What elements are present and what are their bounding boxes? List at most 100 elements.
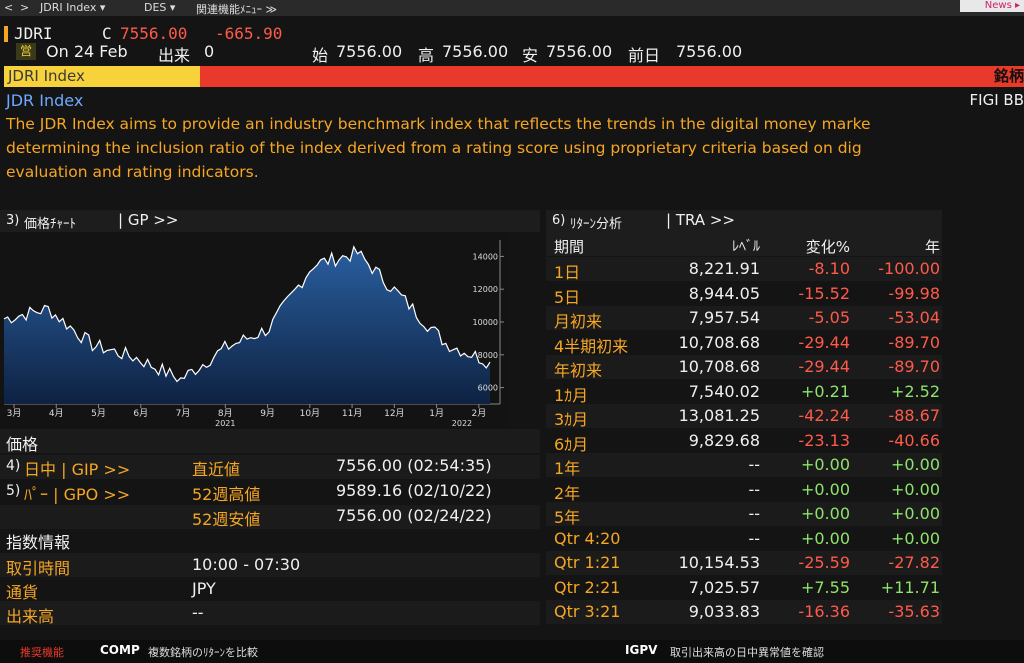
chart-series-line <box>3 245 491 383</box>
col-annual: 年 <box>924 238 940 256</box>
function-dropdown[interactable]: DES ▾ <box>144 1 176 14</box>
chart-x-tick-label: 1月 <box>429 408 444 419</box>
ticker-symbol: JDRI <box>14 24 53 43</box>
returns-annual: -40.66 <box>888 431 940 450</box>
chart-y-tick-label: 14000 <box>473 252 498 261</box>
chart-x-tick-label: 6月 <box>133 408 148 419</box>
returns-annual: -89.70 <box>888 357 940 376</box>
returns-row-band <box>546 306 942 330</box>
52wk-low-value: 7556.00 (02/24/22) <box>336 506 492 525</box>
currency-value: JPY <box>192 579 216 598</box>
returns-level: -- <box>748 504 760 523</box>
prev-close-value: 7556.00 <box>676 42 743 61</box>
returns-level: 13,081.25 <box>678 406 760 425</box>
open-value: 7556.00 <box>336 42 403 61</box>
52wk-high-label: 52週高値 <box>192 485 261 504</box>
security-dropdown[interactable]: JDRI Index ▾ <box>40 1 106 14</box>
chart-x-tick-label: 11月 <box>342 408 362 419</box>
last-price: 7556.00 <box>120 24 188 43</box>
comp-command[interactable]: COMP <box>100 643 140 657</box>
tra-link[interactable]: | TRA >> <box>666 211 735 229</box>
returns-period: Qtr 2:21 <box>554 578 621 597</box>
returns-change: +0.00 <box>800 455 850 474</box>
forward-button[interactable]: > <box>20 1 30 14</box>
52wk-low-label: 52週安値 <box>192 510 261 529</box>
low-label: 安 <box>522 46 539 65</box>
security-name[interactable]: JDRI Index <box>8 67 85 85</box>
high-value: 7556.00 <box>442 42 509 61</box>
returns-period: 5年 <box>554 508 581 527</box>
chart-x-tick-label: 8月 <box>218 408 233 419</box>
returns-header-band <box>546 210 942 256</box>
returns-row-band <box>546 453 942 477</box>
description-line-3: evaluation and rating indicators. <box>6 163 259 181</box>
prev-close-label: 前日 <box>628 46 661 65</box>
returns-period: 1年 <box>554 459 581 478</box>
comp-description[interactable]: 複数銘柄のﾘﾀｰﾝを比較 <box>148 646 258 659</box>
returns-row-band <box>546 551 942 575</box>
gp-link[interactable]: | GP >> <box>118 211 179 229</box>
returns-period: 6ｶ月 <box>554 435 589 454</box>
figi-label: FIGI BB <box>969 91 1024 109</box>
returns-period: 1日 <box>554 263 581 282</box>
returns-annual: -35.63 <box>888 602 940 621</box>
description-line-2: determining the inclusion ratio of the i… <box>6 139 862 157</box>
returns-level: 8,944.05 <box>688 284 760 303</box>
back-button[interactable]: < <box>4 1 14 14</box>
returns-period: Qtr 1:21 <box>554 553 621 572</box>
returns-period: 2年 <box>554 484 581 503</box>
returns-change: -16.36 <box>798 602 850 621</box>
volume-info-label: 出来高 <box>6 607 55 626</box>
chart-x-tick-label: 12月 <box>384 408 404 419</box>
chart-x-tick-label: 3月 <box>7 408 22 419</box>
returns-change: +0.00 <box>800 480 850 499</box>
returns-change: +0.21 <box>800 382 850 401</box>
par-gpo-link[interactable]: ﾊﾟｰ | GPO >> <box>24 485 131 504</box>
returns-annual: +0.00 <box>890 529 940 548</box>
price-chart[interactable]: 14000 12000 10000 8000 6000 3月 4月 5月 6月 7月 8月 9月 10月… <box>0 232 510 428</box>
returns-level: 8,221.91 <box>688 259 760 278</box>
chart-year-label: 2022 <box>452 419 472 428</box>
returns-row-band <box>546 404 942 428</box>
price-row-band-1 <box>0 455 540 479</box>
name-bar <box>200 66 1024 87</box>
currency-label: 通貨 <box>6 583 39 602</box>
chart-y-tick-label: 8000 <box>478 351 498 360</box>
open-label: 始 <box>312 46 329 65</box>
news-tab[interactable]: News ▸ <box>960 0 1024 12</box>
price-row-band-3 <box>0 505 540 529</box>
name-bar-highlight <box>4 66 200 87</box>
chart-y-tick-label: 12000 <box>473 285 498 294</box>
chart-x-tick-label: 10月 <box>300 408 320 419</box>
returns-period: Qtr 4:20 <box>554 529 621 548</box>
returns-level: -- <box>748 480 760 499</box>
igpv-description[interactable]: 取引出来高の日中異常値を確認 <box>670 646 824 659</box>
chart-section-number: 3) <box>6 213 20 228</box>
related-functions-menu[interactable]: 関連機能ﾒﾆｭｰ ≫ <box>196 3 278 16</box>
trading-hours-label: 取引時間 <box>6 559 71 578</box>
returns-level: 7,025.57 <box>688 578 760 597</box>
returns-period: 3ｶ月 <box>554 410 589 429</box>
returns-annual: -100.00 <box>878 259 940 278</box>
intraday-gip-link[interactable]: 日中 | GIP >> <box>24 460 131 479</box>
intraday-number: 4) <box>6 458 21 474</box>
net-change: -665.90 <box>215 24 283 43</box>
chart-y-tick-label: 6000 <box>478 384 498 393</box>
returns-change: +0.00 <box>800 504 850 523</box>
returns-change: -5.05 <box>808 308 850 327</box>
chart-x-tick-label: 5月 <box>91 408 106 419</box>
info-row-band-3 <box>0 601 540 625</box>
returns-level: 7,957.54 <box>688 308 760 327</box>
returns-annual: +0.00 <box>890 504 940 523</box>
igpv-command[interactable]: IGPV <box>625 643 658 657</box>
returns-period: 4半期初来 <box>554 337 629 356</box>
returns-period: 5日 <box>554 288 581 307</box>
chart-x-tick-label: 4月 <box>49 408 64 419</box>
volume-value: 0 <box>204 42 215 61</box>
returns-level: 10,708.68 <box>678 333 760 352</box>
returns-change: -25.59 <box>798 553 850 572</box>
index-info-header: 指数情報 <box>6 533 71 552</box>
returns-change: -29.44 <box>798 357 850 376</box>
description-line-1: The JDR Index aims to provide an industr… <box>6 115 871 133</box>
chart-area-fill <box>4 246 490 404</box>
